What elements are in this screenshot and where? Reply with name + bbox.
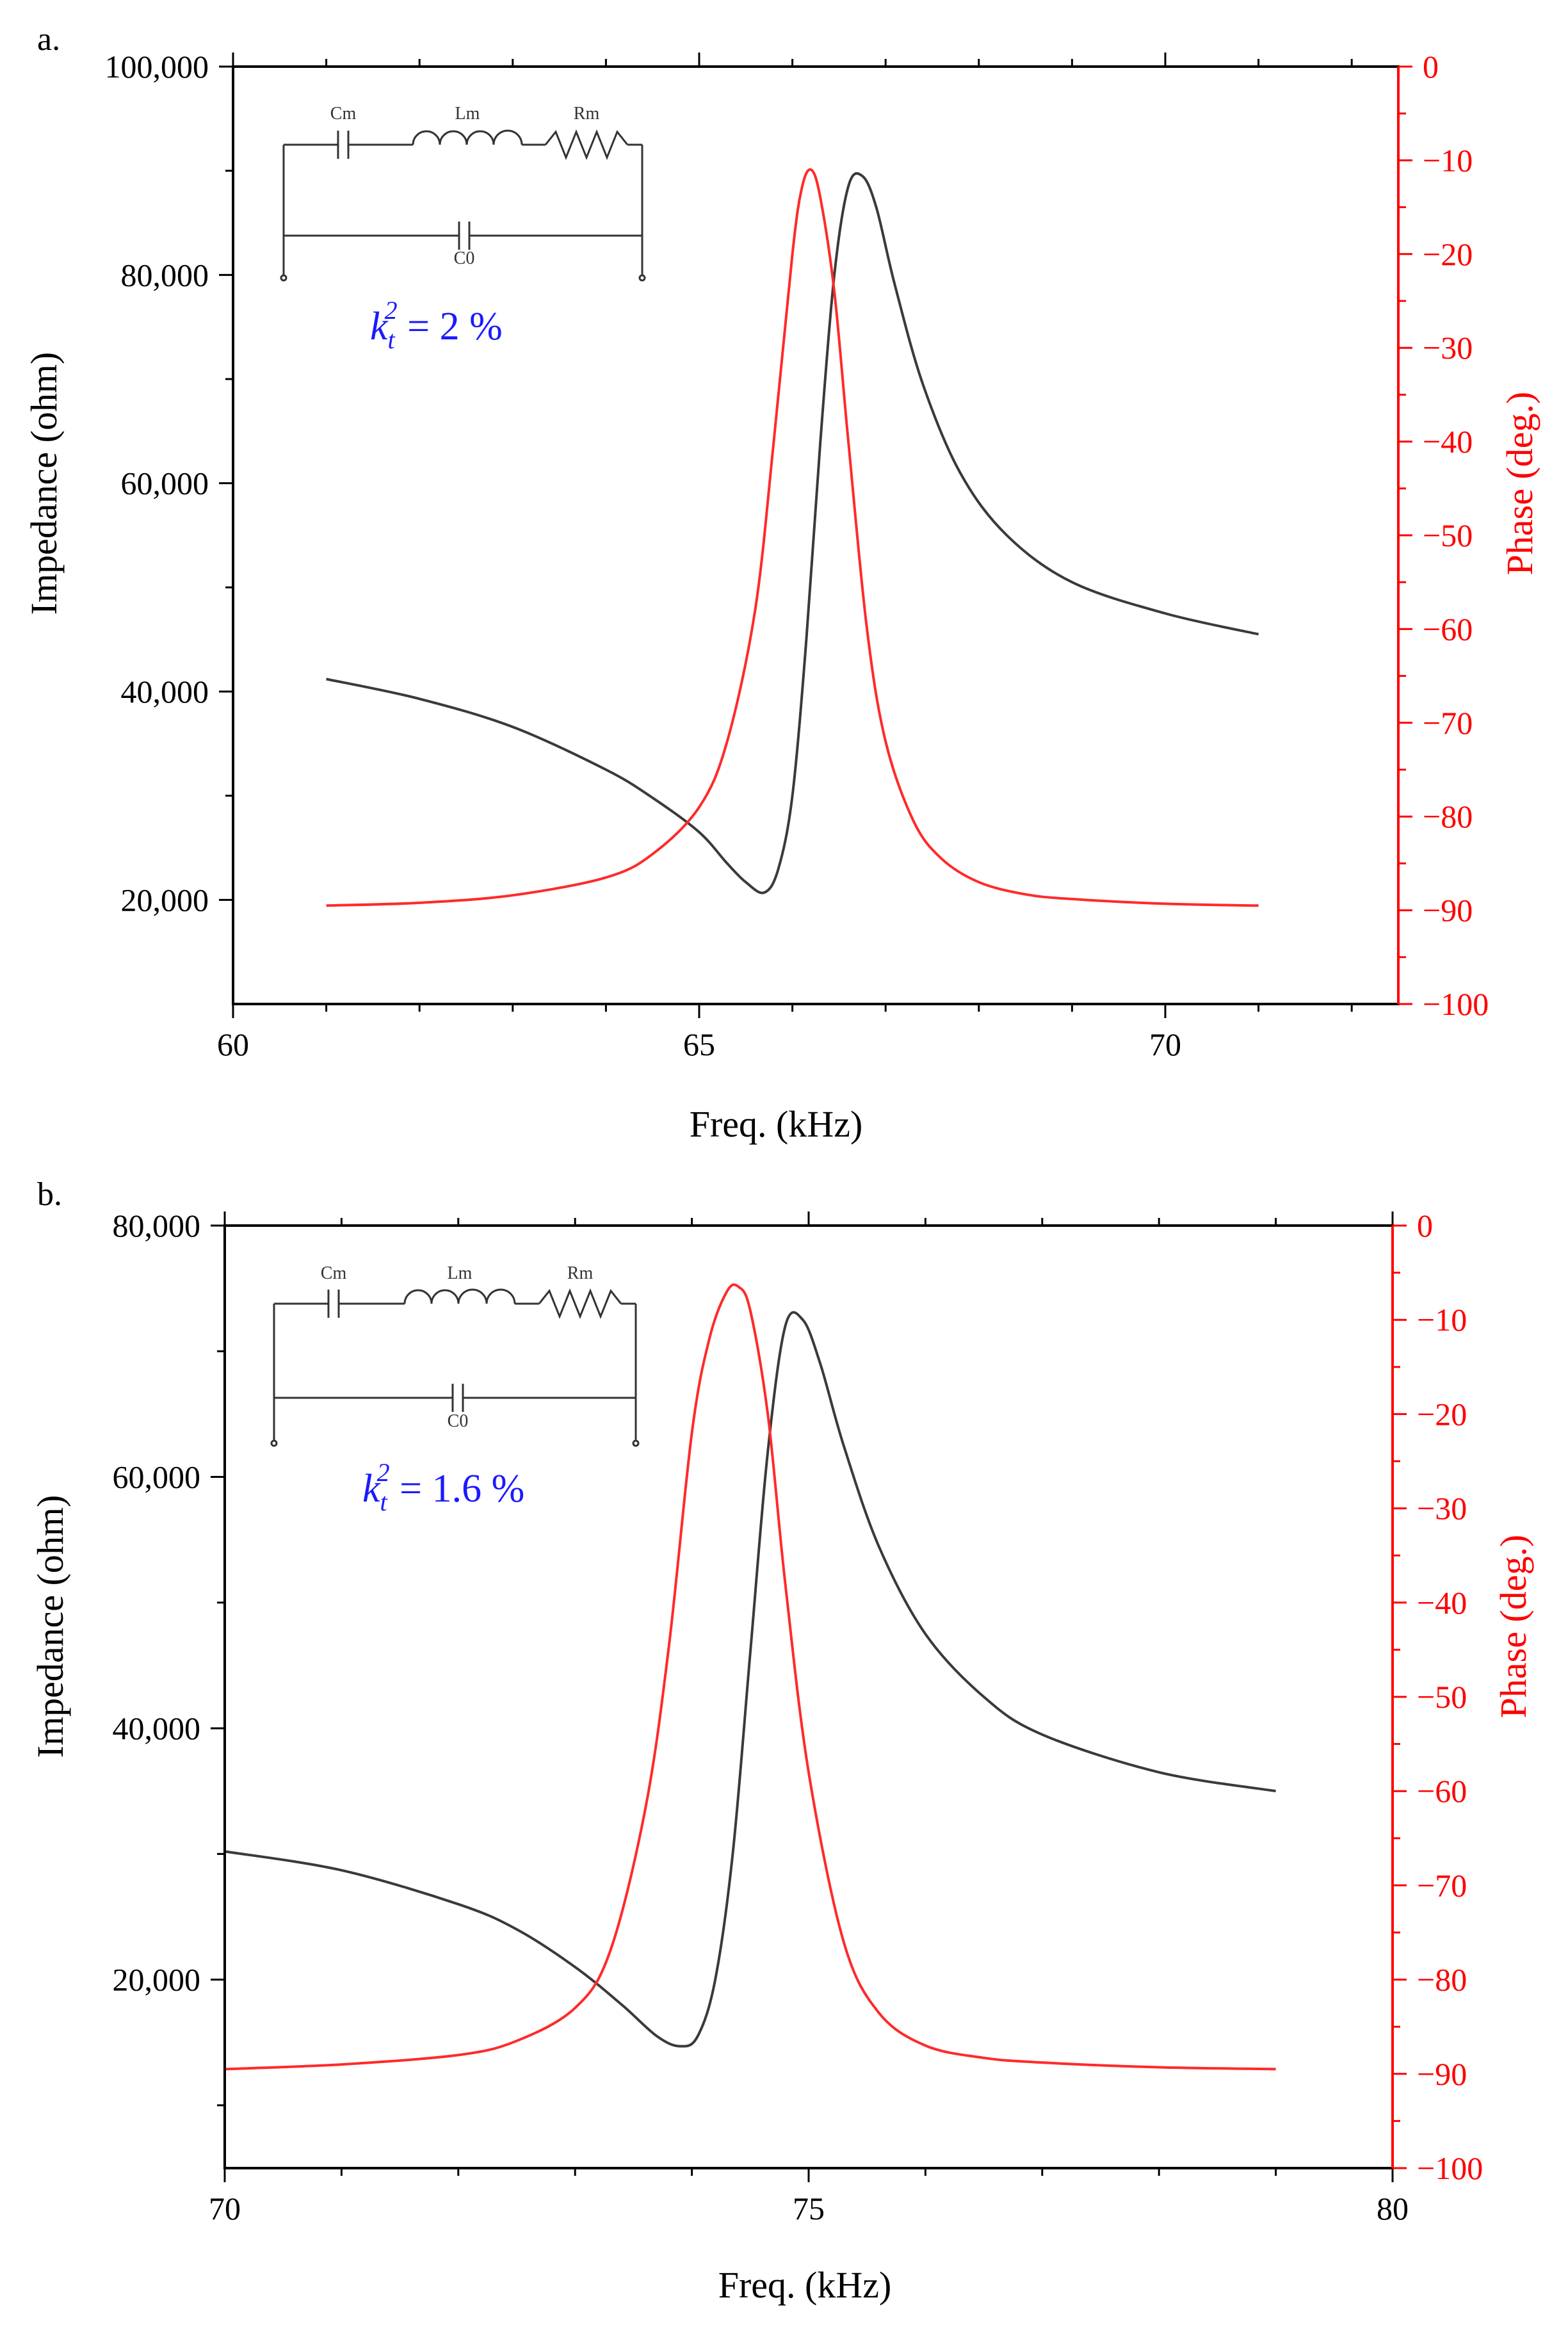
a-phase-tick-label: −90	[1423, 893, 1473, 928]
a-y-tick-label: 20,000	[121, 882, 209, 918]
b-y-tick-label: 40,000	[113, 1710, 201, 1746]
panel-b-terminal-positive	[270, 1439, 278, 1447]
b-x-tick-label: 80	[1377, 2191, 1409, 2226]
panel-b-frame	[223, 1224, 1394, 2169]
b-y-tick-label: 80,000	[113, 1208, 201, 1244]
panel-b-terminal-negative	[632, 1439, 640, 1447]
panel-b: b. 70 75 80 20,000 40,000 60,000 80,000 0 −10 −20…	[29, 1176, 1534, 2306]
panel-a: a. 60 65 70 20,000 40,000 60,000 80,000 100,000…	[23, 21, 1540, 1145]
panel-a-label-rm: Rm	[574, 104, 600, 124]
a-y-tick-label: 60,000	[121, 466, 209, 501]
b-phase-tick-label: −80	[1417, 1962, 1467, 1998]
a-phase-curve	[326, 168, 1259, 907]
a-phase-tick-label: −10	[1423, 142, 1473, 178]
panel-a-capacitor-cm	[337, 131, 350, 159]
panel-b-resistor-rm	[538, 1288, 622, 1320]
panel-b-series	[224, 1283, 1276, 2071]
panel-a-label-cm: Cm	[330, 104, 357, 124]
a-y-tick-label: 100,000	[105, 49, 209, 85]
a-phase-tick-label: −30	[1423, 330, 1473, 366]
panel-a-terminal-negative	[638, 274, 646, 282]
b-phase-tick-label: −50	[1417, 1679, 1467, 1715]
a-phase-tick-label: −20	[1423, 236, 1473, 272]
panel-a-terminal-positive	[280, 274, 287, 282]
panel-b-y-axis-label: Impedance (ohm)	[29, 1495, 71, 1758]
panel-b-capacitor-cm	[327, 1290, 340, 1318]
panel-a-series	[326, 168, 1259, 907]
panel-b-label-lm: Lm	[448, 1263, 473, 1283]
b-phase-tick-label: −10	[1417, 1302, 1467, 1338]
a-phase-tick-label: −60	[1423, 611, 1473, 647]
panel-a-kt-annotation: kt2 = 2 %	[370, 296, 503, 354]
b-phase-tick-label: −30	[1417, 1491, 1467, 1527]
panel-b-circuit-wires	[273, 1302, 637, 1441]
panel-a-frame	[232, 65, 1400, 1005]
panel-b-inductor-lm	[403, 1288, 516, 1304]
panel-b-capacitor-c0	[451, 1384, 464, 1412]
b-phase-tick-label: −70	[1417, 1867, 1467, 1903]
b-phase-tick-label: −60	[1417, 1773, 1467, 1809]
panel-b-label-rm: Rm	[567, 1263, 594, 1283]
panel-a-x-axis-label: Freq. (kHz)	[690, 1103, 863, 1145]
panel-a-label-c0: C0	[454, 248, 475, 268]
panel-a-y-axis-label: Impedance (ohm)	[23, 352, 65, 615]
b-phase-tick-label: −90	[1417, 2056, 1467, 2092]
panel-a-circuit-wires	[282, 143, 643, 275]
a-phase-tick-label: −40	[1423, 424, 1473, 460]
a-impedance-curve	[326, 172, 1259, 895]
b-impedance-curve	[224, 1311, 1276, 2048]
b-phase-tick-label: 0	[1417, 1208, 1433, 1244]
b-phase-tick-label: −20	[1417, 1396, 1467, 1432]
a-x-tick-label: 70	[1149, 1026, 1181, 1062]
panel-a-resistor-rm	[544, 129, 629, 161]
panel-b-label-c0: C0	[448, 1411, 469, 1431]
a-x-tick-label: 60	[217, 1026, 249, 1062]
panel-a-label: a.	[37, 21, 60, 58]
panel-a-label-lm: Lm	[455, 104, 480, 124]
a-phase-tick-label: −50	[1423, 517, 1473, 553]
a-phase-tick-label: −70	[1423, 705, 1473, 741]
panel-b-phase-axis-label: Phase (deg.)	[1492, 1535, 1534, 1719]
panel-b-label-cm: Cm	[321, 1263, 347, 1283]
a-y-tick-label: 80,000	[121, 257, 209, 293]
a-y-tick-label: 40,000	[121, 674, 209, 709]
a-phase-tick-label: −100	[1423, 986, 1489, 1022]
panel-b-circuit-inset: Cm Lm Rm C0	[270, 1263, 640, 1447]
panel-b-ticks: 70 75 80 20,000 40,000 60,000 80,000 0 −10 −20 −30…	[113, 1208, 1483, 2226]
panel-a-ticks: 60 65 70 20,000 40,000 60,000 80,000 100,000 0 −1…	[105, 49, 1489, 1062]
a-x-tick-label: 65	[683, 1026, 715, 1062]
panel-b-x-axis-label: Freq. (kHz)	[718, 2264, 892, 2306]
panel-a-capacitor-c0	[458, 222, 471, 250]
b-phase-curve	[224, 1283, 1276, 2071]
panel-a-circuit-inset: Cm Lm Rm C0	[280, 104, 646, 282]
a-phase-tick-label: −80	[1423, 798, 1473, 834]
panel-a-inductor-lm	[412, 129, 523, 145]
a-phase-tick-label: 0	[1423, 49, 1439, 85]
panel-a-phase-axis-label: Phase (deg.)	[1499, 392, 1540, 576]
b-y-tick-label: 60,000	[113, 1459, 201, 1495]
panel-b-label: b.	[37, 1176, 62, 1213]
b-phase-tick-label: −40	[1417, 1585, 1467, 1621]
panel-b-kt-annotation: kt2 = 1.6 %	[362, 1458, 524, 1516]
b-phase-tick-label: −100	[1417, 2150, 1483, 2186]
b-x-tick-label: 75	[793, 2191, 825, 2226]
b-y-tick-label: 20,000	[113, 1962, 201, 1998]
b-x-tick-label: 70	[209, 2191, 241, 2226]
